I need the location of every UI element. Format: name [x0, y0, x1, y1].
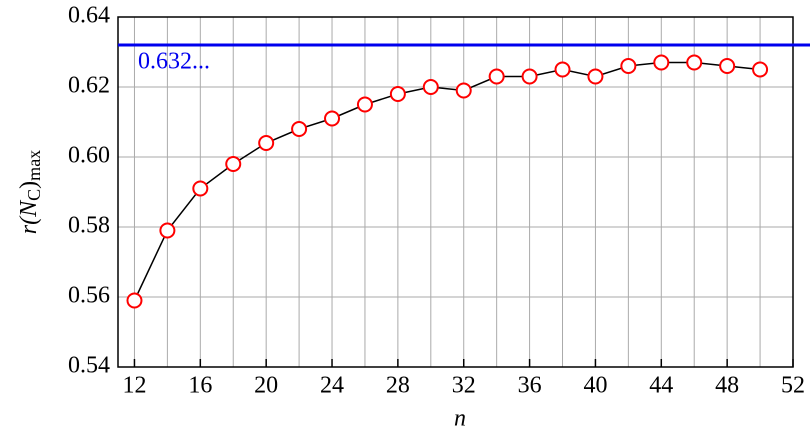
y-tick-label: 0.56	[68, 283, 110, 309]
x-tick-label: 52	[781, 373, 805, 399]
data-point	[521, 68, 538, 85]
x-axis-label: n	[454, 406, 466, 432]
y-tick-label: 0.64	[68, 3, 110, 29]
y-label-part: max	[24, 150, 44, 181]
data-point	[488, 68, 505, 85]
y-label-part: N	[16, 199, 42, 218]
data-point	[653, 54, 670, 71]
data-point	[324, 110, 341, 127]
y-tick-label: 0.62	[68, 73, 110, 99]
data-point	[126, 292, 143, 309]
data-point	[356, 96, 373, 113]
data-point	[225, 156, 242, 172]
x-tick-label: 32	[452, 373, 476, 399]
y-axis-label: r(NC)max	[16, 150, 45, 234]
x-tick-label: 28	[386, 373, 410, 399]
data-point	[258, 135, 275, 151]
data-point	[389, 86, 406, 102]
y-tick-label: 0.60	[68, 143, 110, 169]
x-tick-label: 24	[320, 373, 344, 399]
data-point	[422, 79, 439, 95]
data-point	[291, 121, 308, 137]
x-tick-label: 20	[254, 373, 278, 399]
x-tick-label: 36	[518, 373, 542, 399]
x-tick-label: 16	[188, 373, 212, 399]
data-point	[192, 180, 209, 197]
data-point	[587, 68, 604, 85]
y-tick-label: 0.54	[68, 353, 110, 379]
x-tick-label: 40	[583, 373, 607, 399]
y-label-part: C	[24, 189, 44, 201]
y-tick-label: 0.58	[68, 213, 110, 239]
series-line	[133, 61, 761, 301]
x-tick-label: 48	[715, 373, 739, 399]
x-tick-label: 12	[122, 373, 146, 399]
data-point	[686, 54, 703, 71]
plot-frame	[117, 16, 794, 368]
data-point	[620, 58, 637, 74]
data-point	[455, 82, 472, 99]
data-point	[752, 61, 769, 78]
x-tick-label: 44	[649, 373, 673, 399]
data-point	[159, 222, 176, 239]
data-point	[554, 61, 571, 78]
reference-label: 0.632...	[138, 49, 210, 75]
data-point	[719, 58, 736, 74]
y-label-part: r(	[16, 215, 42, 234]
y-label-part: )	[16, 181, 42, 189]
